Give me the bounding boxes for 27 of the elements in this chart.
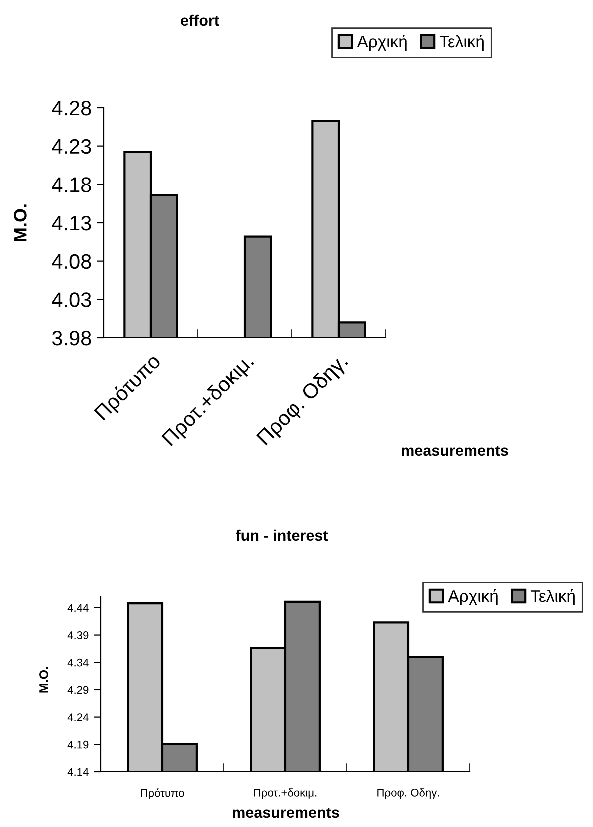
x-axis-title: measurements xyxy=(233,808,340,818)
y-tick-label: 4.39 xyxy=(68,632,89,640)
y-axis-title: Μ.Ο. xyxy=(14,204,27,242)
y-tick-label: 4.29 xyxy=(68,686,89,694)
x-tick-label: Προφ. Οδηγ. xyxy=(378,788,440,800)
y-tick-label: 4.44 xyxy=(68,604,89,612)
y-tick-label: 4.19 xyxy=(68,740,89,749)
legend-label: Τελική xyxy=(530,589,575,606)
y-axis-title: Μ.Ο. xyxy=(40,667,48,693)
x-tick-label: Πρότυπο xyxy=(141,788,184,800)
y-tick-label: 4.18 xyxy=(52,178,92,192)
chart-title: fun - interest xyxy=(236,530,328,542)
x-tick-label: Προτ.+δοκιμ. xyxy=(254,788,317,800)
y-tick-label: 4.03 xyxy=(52,292,92,308)
chart-title: effort xyxy=(181,14,220,26)
y-tick-label: 4.23 xyxy=(52,139,92,154)
y-tick-label: 4.28 xyxy=(52,101,92,116)
legend-label: Αρχική xyxy=(357,35,407,52)
y-tick-label: 3.98 xyxy=(52,331,92,346)
legend-label: Αρχική xyxy=(448,589,498,606)
y-tick-label: 4.13 xyxy=(52,216,92,231)
y-tick-label: 4.14 xyxy=(68,768,89,776)
y-tick-label: 4.24 xyxy=(68,714,89,722)
y-tick-label: 4.08 xyxy=(52,254,92,270)
legend-label: Τελική xyxy=(440,35,484,52)
y-tick-label: 4.34 xyxy=(68,658,89,667)
x-axis-title: measurements xyxy=(402,446,508,456)
